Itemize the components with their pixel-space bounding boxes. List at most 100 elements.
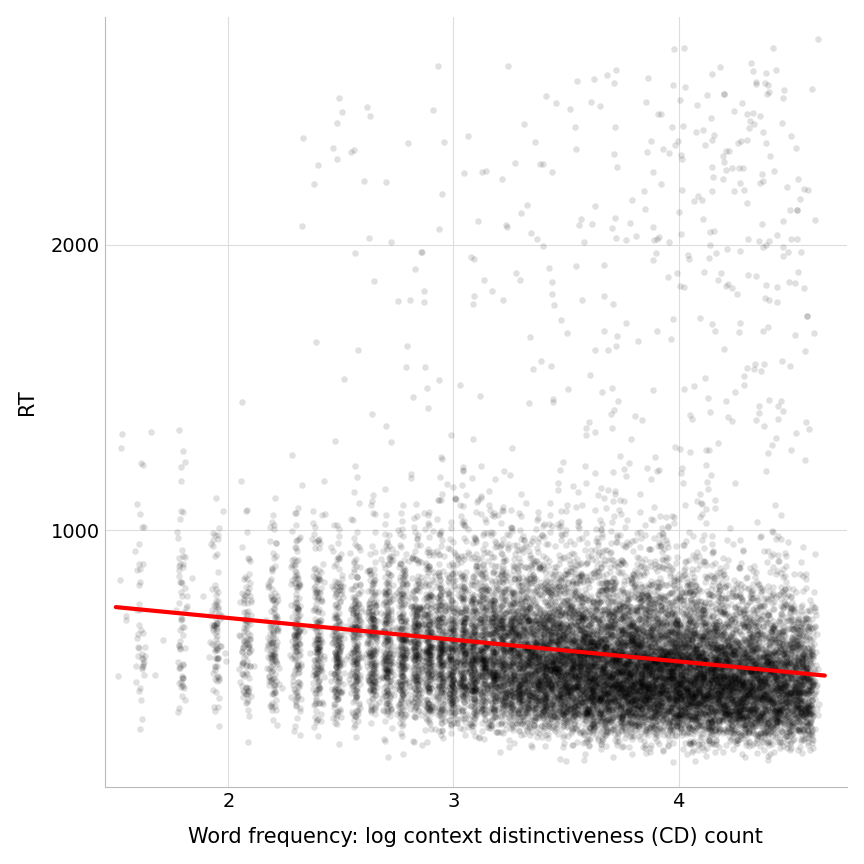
Point [668, 691, 682, 705]
Point [361, 611, 375, 625]
Point [547, 690, 561, 704]
Point [606, 694, 619, 708]
Point [552, 579, 566, 593]
Point [574, 568, 588, 581]
Point [555, 707, 569, 721]
Point [409, 646, 422, 660]
Point [698, 595, 712, 609]
Point [656, 681, 670, 695]
Point [705, 725, 719, 739]
Point [705, 737, 719, 751]
Point [654, 699, 668, 713]
Point [706, 704, 720, 718]
Point [775, 638, 789, 651]
Point [602, 598, 616, 612]
Point [685, 712, 699, 726]
Point [743, 674, 757, 688]
Point [757, 709, 771, 723]
Point [460, 680, 473, 694]
Point [796, 636, 810, 650]
Point [649, 662, 663, 676]
Point [777, 680, 791, 694]
Point [636, 662, 650, 676]
Point [722, 685, 736, 699]
Point [665, 680, 679, 694]
Point [625, 634, 638, 648]
Point [543, 664, 556, 677]
Point [559, 626, 573, 639]
Point [736, 677, 750, 691]
Point [696, 653, 709, 667]
Point [389, 678, 403, 692]
Point [289, 555, 303, 569]
Point [642, 694, 656, 708]
Point [542, 612, 556, 626]
Point [705, 674, 719, 688]
Point [581, 642, 595, 656]
Point [539, 700, 553, 714]
Point [716, 684, 730, 698]
Point [472, 702, 486, 716]
Point [269, 667, 283, 681]
Point [632, 645, 645, 658]
Point [589, 626, 603, 640]
Point [330, 717, 344, 731]
Point [442, 571, 456, 585]
Point [604, 620, 618, 634]
Point [769, 682, 783, 696]
Point [548, 611, 562, 625]
Point [688, 690, 702, 704]
Point [780, 666, 794, 680]
Point [709, 657, 723, 670]
Point [610, 612, 624, 626]
Point [710, 566, 724, 580]
Point [509, 559, 523, 573]
Point [739, 603, 753, 617]
Point [513, 695, 527, 708]
Point [418, 619, 432, 632]
Point [467, 706, 481, 720]
Point [470, 628, 484, 642]
Point [705, 680, 719, 694]
Point [489, 609, 503, 623]
Point [570, 650, 584, 664]
Point [550, 634, 563, 648]
Point [579, 667, 593, 681]
Point [802, 673, 816, 687]
Point [567, 662, 581, 676]
Point [771, 730, 785, 744]
Point [727, 647, 741, 661]
Point [638, 712, 651, 726]
Point [568, 721, 581, 734]
Point [755, 680, 769, 694]
Point [381, 664, 395, 677]
Point [629, 661, 643, 675]
Point [580, 604, 594, 618]
Point [431, 613, 445, 627]
Point [562, 687, 576, 701]
Point [795, 704, 809, 718]
Point [535, 528, 549, 542]
Point [505, 721, 518, 735]
Point [486, 602, 499, 616]
Point [704, 719, 718, 733]
Point [608, 613, 622, 627]
Point [725, 669, 739, 683]
Point [395, 687, 409, 701]
Point [561, 585, 575, 599]
Point [521, 683, 535, 697]
Point [381, 686, 395, 700]
Point [604, 670, 618, 684]
Point [472, 632, 486, 646]
Point [574, 691, 588, 705]
Point [705, 662, 719, 676]
Point [787, 707, 801, 721]
Point [802, 647, 816, 661]
Point [727, 626, 740, 640]
Point [666, 715, 680, 728]
Point [525, 667, 539, 681]
Point [573, 646, 587, 660]
Point [739, 715, 753, 728]
Point [607, 620, 620, 634]
Point [292, 637, 306, 651]
